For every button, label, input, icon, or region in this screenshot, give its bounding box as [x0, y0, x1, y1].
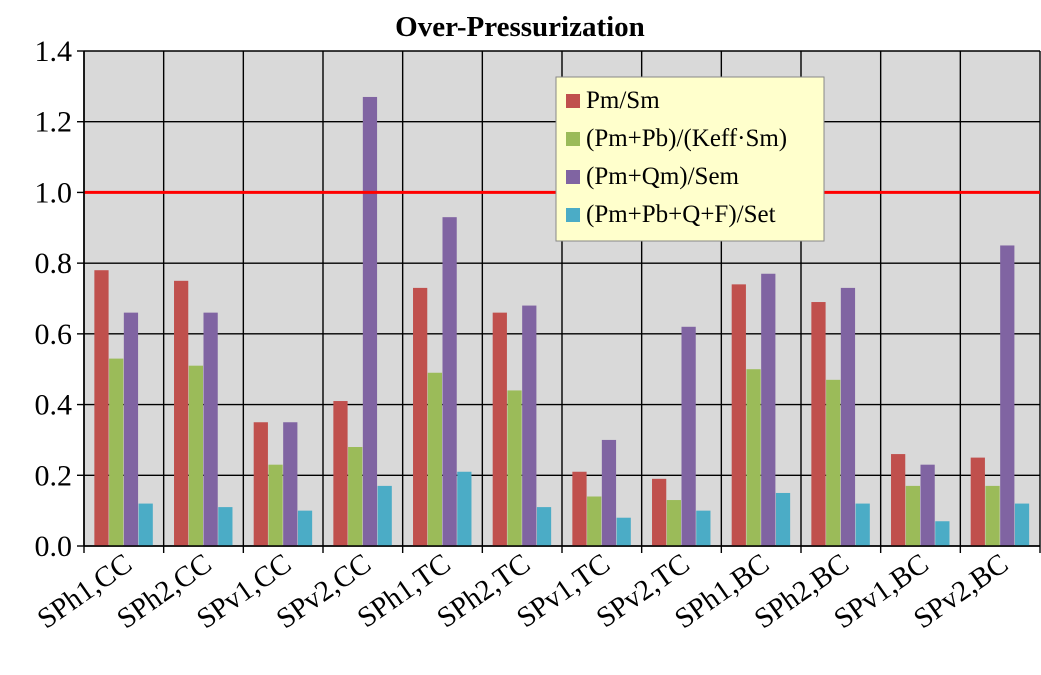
bar-9-0 — [811, 302, 826, 546]
bar-0-3 — [138, 503, 153, 546]
legend-swatch-1 — [566, 132, 580, 146]
bar-9-3 — [855, 503, 870, 546]
bar-0-1 — [109, 358, 124, 546]
bar-4-2 — [442, 217, 457, 546]
bar-9-1 — [826, 379, 841, 546]
bar-4-1 — [427, 372, 442, 546]
bar-3-3 — [377, 485, 392, 546]
bar-5-1 — [507, 390, 522, 546]
bar-10-2 — [920, 464, 935, 546]
y-tick-label: 0.8 — [35, 247, 73, 280]
bar-11-1 — [985, 485, 1000, 546]
bar-6-1 — [587, 496, 602, 546]
bar-9-2 — [840, 287, 856, 546]
bar-1-2 — [203, 312, 218, 546]
legend-swatch-2 — [566, 170, 580, 184]
bar-7-0 — [652, 478, 667, 546]
legend-label-0: Pm/Sm — [586, 87, 660, 114]
bar-3-0 — [333, 401, 348, 546]
bar-8-3 — [775, 492, 791, 546]
bar-0-0 — [94, 270, 109, 546]
y-tick-label: 0.0 — [35, 530, 73, 563]
legend-label-1: (Pm+Pb)/(Keff·Sm) — [586, 125, 787, 152]
bar-11-0 — [970, 457, 985, 546]
bar-6-2 — [601, 439, 617, 546]
bar-2-1 — [268, 464, 283, 546]
y-tick-label: 0.6 — [35, 318, 73, 351]
bar-8-1 — [746, 369, 761, 546]
y-tick-label: 0.2 — [35, 459, 73, 492]
bar-7-1 — [666, 500, 681, 546]
bar-5-3 — [536, 507, 552, 546]
legend-swatch-3 — [566, 208, 580, 222]
legend-label-3: (Pm+Pb+Q+F)/Set — [586, 201, 776, 228]
legend-label-2: (Pm+Qm)/Sem — [586, 163, 740, 190]
bar-10-3 — [935, 521, 950, 546]
bar-6-3 — [616, 517, 631, 546]
bar-1-1 — [188, 365, 203, 546]
bar-7-2 — [681, 326, 696, 546]
bar-5-2 — [522, 305, 537, 546]
bar-5-0 — [492, 312, 507, 546]
bar-11-3 — [1014, 503, 1030, 546]
legend: Pm/Sm (Pm+Pb)/(Keff·Sm) (Pm+Qm)/Sem (Pm+Pb+… — [555, 76, 825, 242]
bar-3-1 — [348, 447, 363, 546]
bar-10-0 — [891, 454, 906, 546]
y-tick-label: 1.0 — [35, 176, 73, 209]
legend-swatch-0 — [566, 94, 580, 108]
bar-3-2 — [362, 96, 378, 546]
bar-1-0 — [174, 280, 189, 546]
y-tick-label: 0.4 — [35, 389, 73, 422]
bar-6-0 — [572, 471, 587, 546]
bar-8-0 — [731, 284, 746, 546]
y-tick-label: 1.2 — [35, 106, 73, 139]
bar-8-2 — [761, 273, 776, 546]
bar-2-3 — [297, 510, 313, 546]
y-tick-label: 1.4 — [35, 35, 73, 68]
bar-7-3 — [696, 510, 711, 546]
bar-4-3 — [457, 471, 472, 546]
bar-4-0 — [413, 287, 428, 546]
bar-1-3 — [218, 507, 233, 546]
bar-2-2 — [283, 422, 298, 546]
bar-0-2 — [123, 312, 139, 546]
plot-area: 0.00.20.40.60.81.01.21.4SPh1,CCSPh2,CCSP… — [32, 35, 1041, 635]
chart-title: Over-Pressurization — [395, 11, 645, 43]
bar-10-1 — [905, 485, 920, 546]
bar-2-0 — [253, 422, 268, 546]
legend-box — [555, 76, 825, 242]
bar-11-2 — [1000, 245, 1015, 546]
